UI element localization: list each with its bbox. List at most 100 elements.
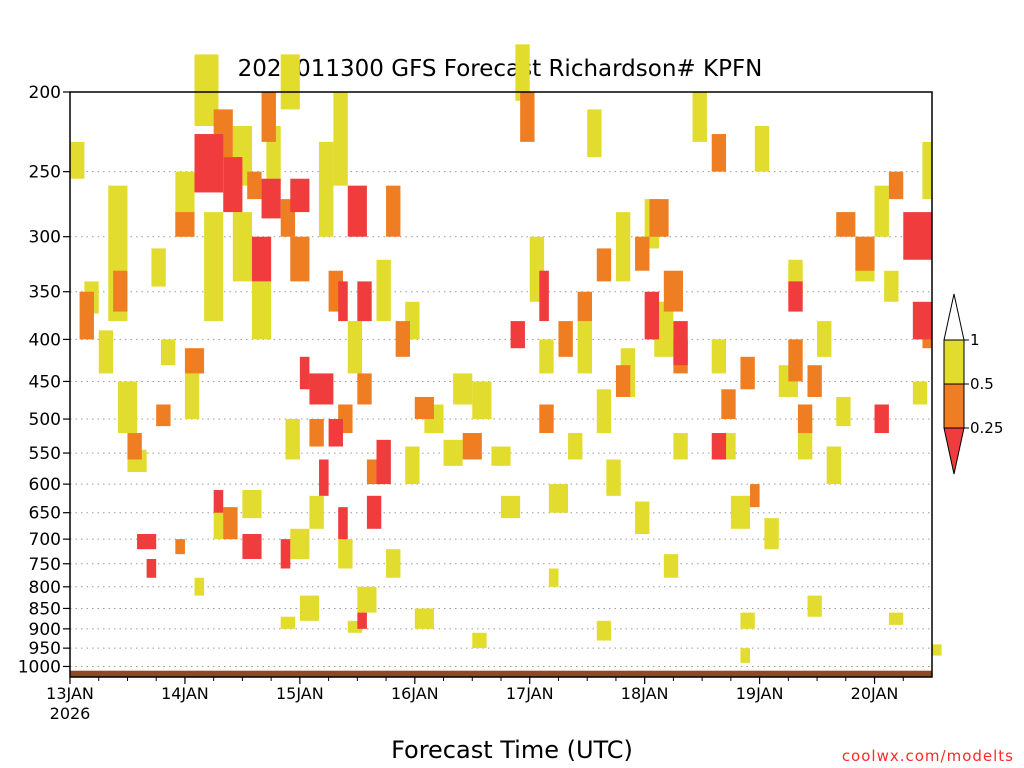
cell-s0-27 bbox=[376, 259, 391, 322]
cell-s0-57 bbox=[730, 495, 751, 529]
cell-s0-38 bbox=[515, 44, 530, 101]
cell-s2-16 bbox=[510, 321, 525, 349]
cell-s0-47 bbox=[615, 212, 631, 282]
cell-s0-18 bbox=[285, 419, 300, 460]
cell-s0-23 bbox=[333, 92, 348, 186]
legend-label-0: 1 bbox=[970, 331, 980, 349]
cell-s1-9 bbox=[261, 92, 276, 142]
legend-label-2: 0.25 bbox=[970, 419, 1003, 437]
data-cells bbox=[70, 44, 942, 663]
cell-s0-69 bbox=[874, 185, 889, 237]
cell-s0-43 bbox=[577, 321, 592, 374]
x-tick-label-6: 19JAN bbox=[736, 684, 784, 703]
y-tick-label-550: 550 bbox=[29, 444, 61, 464]
y-tick-label-1000: 1000 bbox=[18, 657, 61, 677]
cell-s0-37 bbox=[501, 495, 521, 519]
cell-s1-4 bbox=[175, 212, 195, 237]
cell-s0-30 bbox=[405, 446, 420, 485]
color-legend: 1 0.5 0.25 bbox=[943, 293, 1003, 475]
cell-s1-27 bbox=[635, 236, 650, 271]
cell-s1-21 bbox=[520, 92, 535, 142]
cell-s0-82 bbox=[548, 568, 559, 587]
cell-s2-27 bbox=[213, 490, 224, 513]
cell-s2-19 bbox=[673, 321, 688, 366]
cell-s0-76 bbox=[280, 616, 296, 629]
cell-s1-8 bbox=[247, 171, 262, 200]
cell-s0-36 bbox=[491, 446, 511, 466]
x-tick-label-3: 16JAN bbox=[391, 684, 439, 703]
cell-s2-13 bbox=[319, 459, 329, 496]
y-tick-label-700: 700 bbox=[29, 530, 61, 550]
cell-s2-24 bbox=[874, 404, 889, 434]
cell-s0-41 bbox=[548, 484, 569, 513]
y-tick-label-750: 750 bbox=[29, 555, 61, 575]
cell-s2-12 bbox=[366, 495, 382, 529]
cell-s1-26 bbox=[615, 365, 631, 397]
x-tick-sublabel-0: 2026 bbox=[50, 704, 91, 723]
surface-ground-band bbox=[70, 670, 932, 677]
cell-s0-2 bbox=[98, 330, 114, 374]
cell-s1-35 bbox=[797, 404, 813, 434]
cell-s1-31 bbox=[711, 134, 727, 172]
cell-s1-23 bbox=[558, 321, 573, 357]
chart-title: 2026011300 GFS Forecast Richardson# KPFN bbox=[238, 56, 763, 82]
cell-s0-21 bbox=[309, 495, 324, 529]
cell-s0-31 bbox=[414, 608, 434, 629]
y-tick-label-650: 650 bbox=[29, 504, 61, 524]
cell-s0-35 bbox=[472, 381, 492, 420]
cell-s1-19 bbox=[414, 396, 434, 420]
cell-s2-25 bbox=[137, 534, 157, 550]
x-tick-label-2: 15JAN bbox=[276, 684, 324, 703]
x-tick-label-7: 20JAN bbox=[851, 684, 899, 703]
cell-s1-20 bbox=[462, 433, 482, 460]
y-tick-label-850: 850 bbox=[29, 599, 61, 619]
cell-s1-43 bbox=[175, 539, 185, 555]
cell-s0-40 bbox=[539, 339, 554, 374]
cell-s1-7 bbox=[223, 507, 238, 540]
cell-s0-74 bbox=[932, 644, 942, 656]
cell-s0-64 bbox=[807, 595, 822, 617]
cell-s2-9 bbox=[357, 281, 372, 322]
legend-swatch-top bbox=[943, 293, 965, 341]
cell-s2-14 bbox=[338, 507, 348, 540]
cell-s2-23 bbox=[912, 301, 932, 340]
legend-swatch-bottom bbox=[943, 427, 965, 475]
cell-s1-17 bbox=[386, 185, 401, 237]
cell-s0-49 bbox=[635, 501, 650, 535]
cell-s0-0 bbox=[70, 141, 85, 179]
cell-s2-2 bbox=[251, 236, 272, 282]
y-tick-label-950: 950 bbox=[29, 639, 61, 659]
legend-label-1: 0.5 bbox=[970, 375, 994, 393]
cell-s2-4 bbox=[290, 178, 310, 213]
cell-s1-37 bbox=[836, 212, 856, 237]
cell-s1-32 bbox=[721, 389, 736, 420]
y-tick-label-350: 350 bbox=[29, 283, 61, 303]
cell-s2-10 bbox=[299, 356, 310, 390]
cell-s1-3 bbox=[156, 404, 171, 427]
cell-s0-79 bbox=[596, 620, 612, 641]
y-tick-label-200: 200 bbox=[29, 83, 61, 103]
legend-swatch-1 bbox=[943, 383, 965, 429]
cell-s0-4 bbox=[117, 381, 138, 434]
cell-s2-28 bbox=[242, 534, 262, 559]
cell-s2-21 bbox=[788, 281, 803, 312]
cell-s0-25 bbox=[347, 321, 363, 374]
cell-s2-6 bbox=[328, 419, 343, 447]
cell-s1-22 bbox=[539, 404, 554, 434]
y-tick-label-500: 500 bbox=[29, 410, 61, 430]
cell-s0-54 bbox=[692, 92, 707, 142]
cell-s2-5 bbox=[309, 373, 334, 405]
y-tick-label-400: 400 bbox=[29, 330, 61, 350]
cell-s0-53 bbox=[673, 433, 688, 460]
cell-s0-28 bbox=[386, 549, 401, 578]
cell-s0-45 bbox=[596, 389, 612, 434]
cell-s2-18 bbox=[644, 291, 660, 340]
cell-s0-75 bbox=[242, 490, 262, 519]
cell-s0-65 bbox=[817, 321, 832, 357]
cell-s1-29 bbox=[663, 270, 683, 312]
cell-s2-20 bbox=[711, 433, 727, 460]
cell-s0-78 bbox=[472, 632, 487, 649]
x-tick-label-1: 14JAN bbox=[161, 684, 209, 703]
y-tick-label-800: 800 bbox=[29, 578, 61, 598]
